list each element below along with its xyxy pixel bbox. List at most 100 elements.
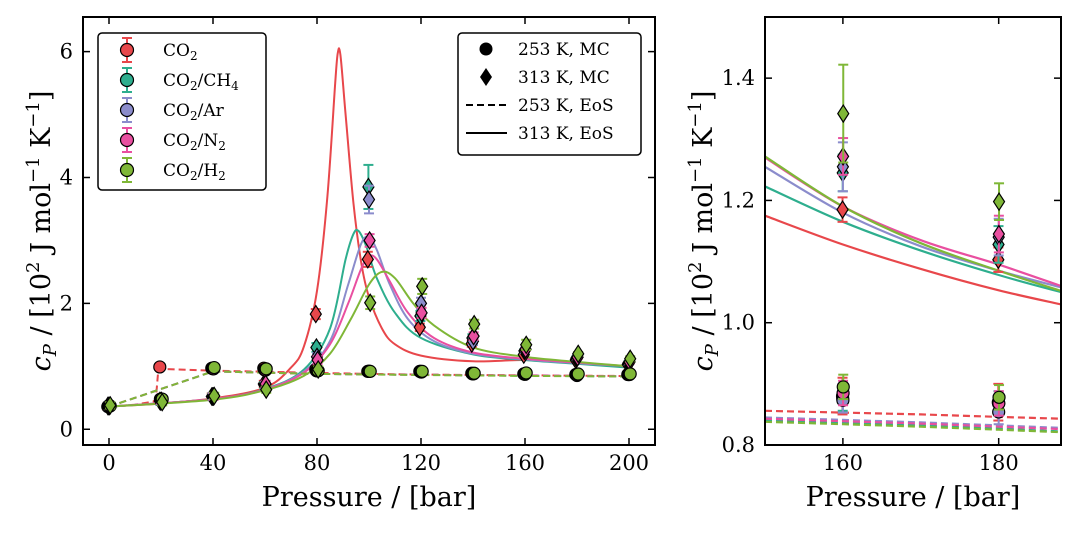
- main-xtick-label: 200: [609, 451, 649, 475]
- zoom-eos-313-line-co2-h2: [765, 155, 1061, 292]
- legend-marker-co2-n2: [119, 132, 135, 148]
- legend-label-sub: 2: [190, 169, 198, 183]
- legend-styles: 253 K, MC 313 K, MC 253 K, EoS 313 K, EoS: [457, 32, 642, 156]
- main-points: [101, 163, 637, 416]
- point-diamond-co2-h2: [207, 386, 221, 406]
- y-label-rest3: K: [26, 127, 57, 157]
- legend-label-base: CO: [163, 131, 190, 151]
- point-diamond-co2: [361, 249, 375, 269]
- legend-marker-co2: [119, 42, 135, 58]
- zoom-y-label-sup2: 2: [685, 262, 706, 273]
- legend-label-sub2: 2: [218, 139, 226, 153]
- point-diamond-co2-h2: [519, 335, 533, 355]
- main-xtick-label: 120: [401, 451, 441, 475]
- main-ticks: 0 40 80 120 160 200 0 2 4 6: [60, 17, 655, 475]
- zoom-y-label-sub: P: [702, 343, 723, 357]
- eos-313-line-co2: [108, 47, 630, 408]
- y-label-main: c: [26, 356, 57, 371]
- point-diamond-co2-h2: [363, 293, 377, 313]
- point-circle-co2-h2: [415, 364, 429, 378]
- y-label-rest2: J mol: [26, 183, 57, 261]
- point-circle-co2-h2: [207, 360, 221, 375]
- y-label-sup2: 2: [23, 262, 44, 273]
- legend-label-co2-ar: CO2/Ar: [163, 101, 225, 123]
- eos-313-line-co2-h2: [108, 270, 630, 408]
- main-ytick-label: 4: [60, 166, 73, 190]
- zoom-point-diamond-co2-h2: [837, 104, 850, 124]
- legend-style-marker-313-k-mc: [480, 68, 492, 86]
- legend-label-co2: CO2: [163, 41, 198, 63]
- point-circle-co2-h2: [571, 367, 585, 381]
- zoom-curves: [765, 155, 1061, 434]
- zoom-xtick-label: 160: [823, 451, 863, 475]
- legend-label-rest: /CH: [198, 71, 232, 91]
- zoom-ytick-label: 1.4: [722, 66, 755, 90]
- main-ytick-label: 2: [60, 291, 73, 315]
- point-circle-co2: [153, 360, 167, 374]
- legend-label-rest: /H: [198, 161, 219, 181]
- zoom-eos-313-line-co2-ch4: [765, 185, 1061, 294]
- zoom-point-circle-co2-h2: [836, 380, 850, 394]
- point-diamond-co2-h2: [415, 276, 429, 296]
- zoom-axes-frame: [764, 16, 1062, 446]
- zoom-point-circle-co2-h2: [992, 390, 1006, 404]
- point-diamond-co2: [309, 304, 323, 324]
- legend-style-label-313-k-mc: 313 K, MC: [518, 68, 610, 88]
- point-diamond-co2-h2: [259, 380, 273, 400]
- point-diamond-co2-h2: [103, 395, 117, 415]
- legend-label-sub: 2: [190, 79, 198, 93]
- point-diamond-co2-h2: [623, 349, 637, 369]
- point-diamond-co2-h2: [571, 344, 585, 364]
- legend-label-rest: /N: [198, 131, 219, 151]
- legend-label-base: CO: [163, 71, 190, 91]
- zoom-y-label-supm1a: −1: [685, 156, 706, 183]
- y-label-sub: P: [40, 343, 61, 357]
- point-diamond-co2: [413, 317, 427, 337]
- zoom-y-label-supm1b: −1: [685, 101, 706, 128]
- zoom-xtick-label: 180: [979, 451, 1019, 475]
- zoom-eos-313-line-co2: [765, 214, 1061, 306]
- y-label-supm1b: −1: [23, 101, 44, 128]
- zoom-y-label-main: c: [688, 356, 719, 371]
- main-xtick-label: 160: [505, 451, 545, 475]
- legend-label-base: CO: [163, 101, 190, 121]
- legend-style-label-253-k-mc: 253 K, MC: [518, 40, 610, 60]
- legend-style-label-313-k-eos: 313 K, EoS: [518, 124, 614, 144]
- legend-mixtures-box: [97, 32, 267, 191]
- zoom-eos-253-line-co2: [765, 409, 1061, 420]
- zoom-point-diamond-co2: [836, 199, 849, 220]
- zoom-point-diamond-co2-h2: [992, 192, 1006, 212]
- legend-marker-co2-h2: [119, 162, 135, 178]
- zoom-ytick-label: 0.8: [722, 433, 755, 457]
- legend-label-rest: /Ar: [198, 101, 225, 121]
- point-diamond-co2-h2: [155, 392, 169, 412]
- legend-label-sub2: 4: [231, 79, 239, 93]
- zoom-ytick-label: 1.0: [722, 311, 755, 335]
- point-diamond-co2-n2: [363, 230, 376, 251]
- point-diamond-co2-h2: [311, 359, 325, 380]
- point-circle-co2-h2: [623, 367, 637, 381]
- zoom-eos-253-line-co2-ar: [765, 416, 1061, 429]
- legend-label-co2-h2: CO2/H2: [163, 161, 226, 183]
- zoom-y-label-rest2: J mol: [688, 183, 719, 261]
- main-ytick-label: 0: [60, 417, 73, 441]
- zoom-y-label-rest3: K: [688, 127, 719, 157]
- main-panel: 0 40 80 120 160 200 0 2 4 6 Pressure / [bar]: [60, 16, 656, 513]
- y-label-close: ]: [26, 91, 57, 102]
- zoom-point-diamond-co2-n2: [992, 224, 1006, 244]
- legend-label-sub: 2: [190, 109, 198, 123]
- point-diamond-co2-n2: [467, 326, 480, 346]
- zoom-panel: 160 180 0.8 1.0 1.2 1.4 Pressure / [bar]: [722, 16, 1062, 513]
- zoom-ytick-label: 1.2: [722, 188, 755, 212]
- legend-style-label-253-k-eos: 253 K, EoS: [518, 96, 614, 116]
- eos-313-line-co2-n2: [108, 254, 630, 408]
- legend-label-co2-ch4: CO2/CH4: [163, 71, 239, 93]
- main-xtick-label: 80: [304, 451, 331, 475]
- zoom-y-axis-title: cP / [102 J mol−1 K−1]: [685, 91, 723, 372]
- point-diamond-co2-h2: [467, 314, 481, 334]
- y-label-supm1a: −1: [23, 156, 44, 183]
- legend-style-marker-253-k-mc: [479, 42, 493, 56]
